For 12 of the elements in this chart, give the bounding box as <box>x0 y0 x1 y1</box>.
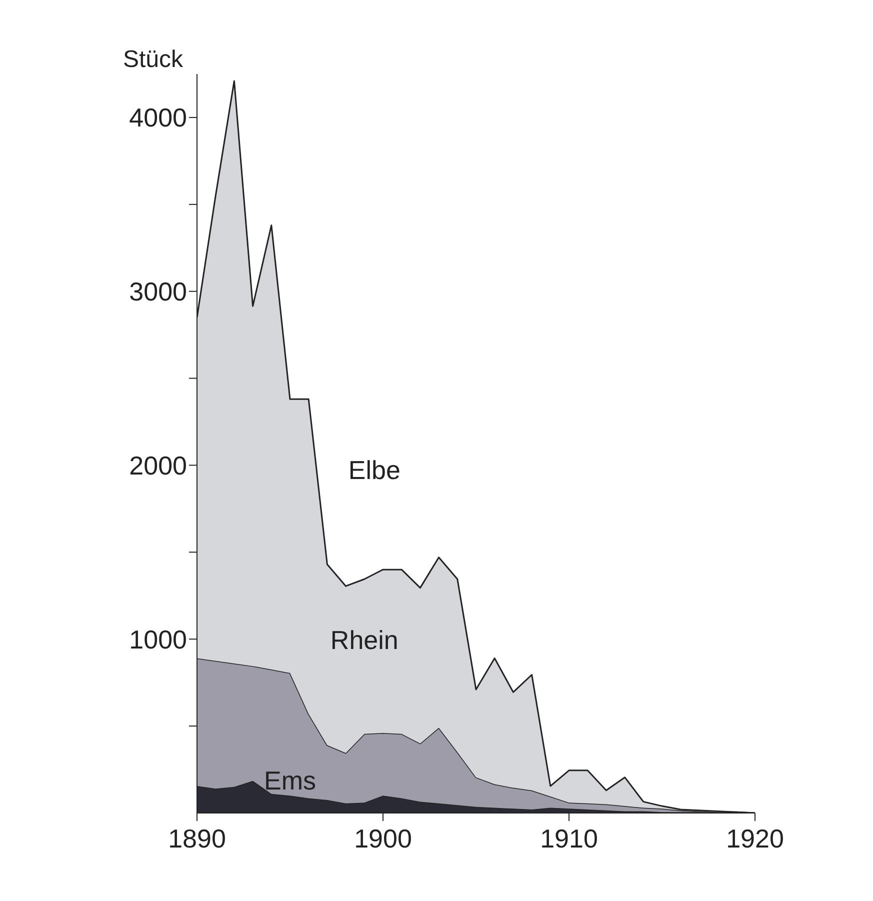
series-label: Elbe <box>348 455 400 486</box>
y-tick-label: 4000 <box>129 102 187 133</box>
x-tick-label: 1920 <box>726 823 784 854</box>
x-tick-label: 1910 <box>540 823 598 854</box>
y-tick-label: 2000 <box>129 450 187 480</box>
x-tick-label: 1900 <box>354 823 412 854</box>
y-tick-label: 3000 <box>129 276 187 307</box>
y-axis-title: Stück <box>123 46 184 74</box>
series-label: Ems <box>264 766 316 796</box>
series-label: Rhein <box>330 624 398 655</box>
y-tick-label: 1000 <box>129 624 187 654</box>
x-tick-label: 1890 <box>168 823 226 854</box>
